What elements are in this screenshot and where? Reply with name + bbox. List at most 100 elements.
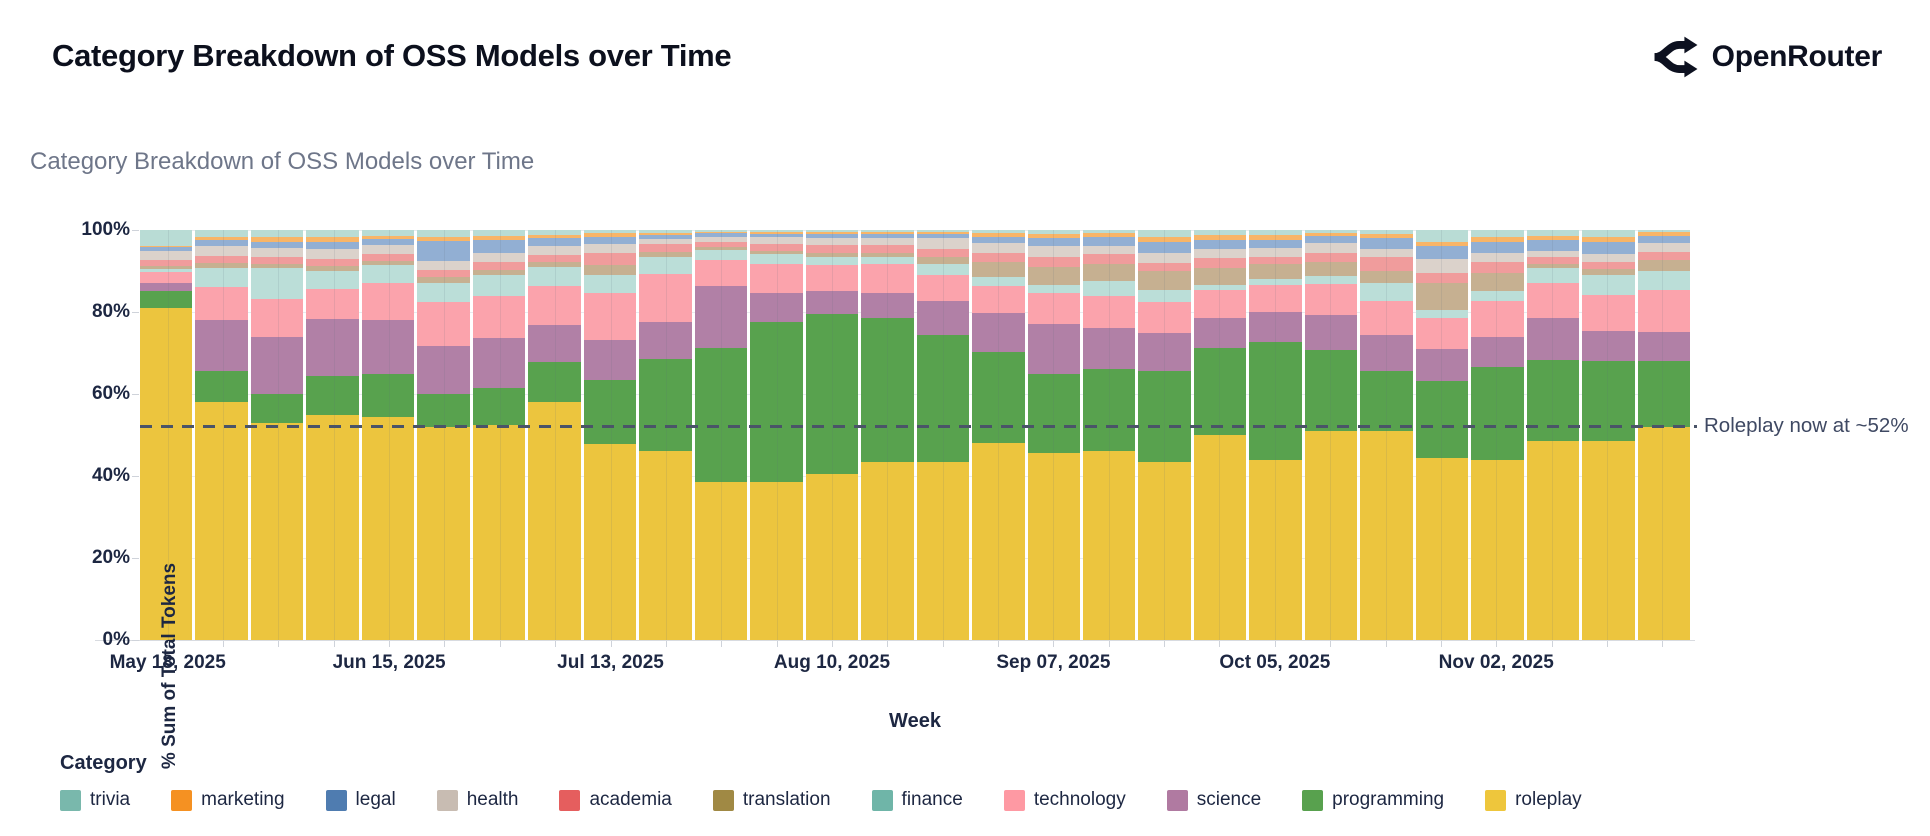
bar-segment-science[interactable] [861, 293, 914, 319]
bar-segment-translation[interactable] [1027, 267, 1080, 285]
bar-segment-health[interactable] [472, 252, 526, 263]
bar-segment-trivia[interactable] [1471, 230, 1524, 238]
bar-segment-technology[interactable] [472, 295, 526, 339]
bar-segment-health[interactable] [195, 245, 248, 256]
bar-segment-legal[interactable] [1138, 241, 1191, 254]
bar-segment-marketing[interactable] [583, 233, 637, 237]
bar-segment-roleplay[interactable] [583, 444, 637, 640]
bar-segment-legal[interactable] [1526, 239, 1580, 252]
bar-segment-roleplay[interactable] [1582, 441, 1635, 640]
bar-segment-science[interactable] [250, 337, 304, 395]
bar-segment-trivia[interactable] [1304, 230, 1358, 233]
bar-week-aug-10-2025[interactable] [805, 230, 859, 640]
bar-week-jul-13-2025[interactable] [583, 230, 637, 640]
bar-segment-finance[interactable] [472, 275, 526, 296]
bar-segment-legal[interactable] [1249, 239, 1302, 248]
bar-segment-technology[interactable] [1526, 283, 1580, 319]
bar-segment-finance[interactable] [1193, 284, 1247, 290]
bar-segment-roleplay[interactable] [417, 426, 470, 640]
bar-segment-programming[interactable] [1471, 366, 1524, 460]
bar-segment-translation[interactable] [140, 266, 193, 269]
bar-segment-marketing[interactable] [1582, 237, 1635, 242]
bar-segment-trivia[interactable] [583, 230, 637, 234]
bar-segment-translation[interactable] [972, 262, 1025, 277]
bar-segment-trivia[interactable] [694, 230, 748, 232]
bar-segment-technology[interactable] [250, 298, 304, 338]
bar-segment-technology[interactable] [750, 264, 803, 294]
legend-item-health[interactable]: health [436, 789, 518, 811]
bar-segment-finance[interactable] [195, 267, 248, 287]
bar-segment-marketing[interactable] [417, 237, 470, 242]
bar-week-jul-27-2025[interactable] [694, 230, 748, 640]
bar-segment-health[interactable] [528, 245, 581, 256]
bar-segment-finance[interactable] [861, 256, 914, 265]
bar-segment-programming[interactable] [750, 321, 803, 483]
bar-week-jun-08-2025[interactable] [306, 230, 359, 640]
bar-segment-translation[interactable] [1082, 264, 1136, 281]
bar-segment-academia[interactable] [861, 245, 914, 253]
bar-segment-science[interactable] [1082, 328, 1136, 369]
bar-segment-roleplay[interactable] [972, 443, 1025, 640]
bar-segment-legal[interactable] [140, 247, 193, 251]
bar-segment-marketing[interactable] [250, 237, 304, 242]
bar-segment-health[interactable] [1249, 247, 1302, 257]
bar-segment-science[interactable] [583, 339, 637, 381]
bar-segment-programming[interactable] [528, 361, 581, 403]
bar-segment-translation[interactable] [472, 269, 526, 276]
bar-segment-trivia[interactable] [306, 230, 359, 238]
bar-segment-translation[interactable] [583, 264, 637, 276]
bar-segment-marketing[interactable] [306, 237, 359, 242]
bar-segment-finance[interactable] [140, 268, 193, 272]
bar-segment-health[interactable] [1082, 245, 1136, 255]
bar-segment-technology[interactable] [306, 289, 359, 320]
bar-week-jun-15-2025[interactable] [361, 230, 415, 640]
bar-segment-academia[interactable] [1082, 254, 1136, 265]
bar-segment-programming[interactable] [1193, 347, 1247, 435]
legend-item-programming[interactable]: programming [1302, 789, 1444, 811]
bar-segment-finance[interactable] [361, 264, 415, 283]
bar-segment-trivia[interactable] [805, 230, 859, 233]
bar-segment-academia[interactable] [417, 269, 470, 278]
bar-segment-marketing[interactable] [805, 232, 859, 235]
bar-segment-translation[interactable] [1471, 272, 1524, 292]
bar-week-aug-31-2025[interactable] [972, 230, 1025, 640]
bar-segment-academia[interactable] [1138, 263, 1191, 272]
bar-segment-legal[interactable] [1415, 246, 1469, 259]
bar-segment-programming[interactable] [916, 334, 970, 463]
bar-segment-programming[interactable] [306, 375, 359, 415]
bar-segment-trivia[interactable] [472, 230, 526, 237]
bar-week-sep-14-2025[interactable] [1082, 230, 1136, 640]
bar-segment-programming[interactable] [694, 347, 748, 483]
bar-segment-roleplay[interactable] [1304, 430, 1358, 640]
bar-segment-legal[interactable] [250, 241, 304, 248]
bar-segment-trivia[interactable] [1637, 230, 1691, 232]
bar-segment-legal[interactable] [972, 236, 1025, 244]
legend-item-academia[interactable]: academia [559, 789, 672, 811]
bar-week-jul-06-2025[interactable] [528, 230, 581, 640]
bar-segment-academia[interactable] [583, 253, 637, 265]
bar-segment-programming[interactable] [140, 290, 193, 308]
bar-segment-academia[interactable] [805, 245, 859, 253]
bar-segment-roleplay[interactable] [1193, 435, 1247, 640]
bar-segment-science[interactable] [750, 293, 803, 322]
bar-segment-legal[interactable] [472, 240, 526, 253]
bar-segment-marketing[interactable] [694, 231, 748, 234]
bar-segment-translation[interactable] [250, 264, 304, 269]
bar-segment-finance[interactable] [1138, 289, 1191, 302]
bar-segment-health[interactable] [916, 237, 970, 249]
bar-segment-translation[interactable] [805, 252, 859, 257]
bar-segment-technology[interactable] [1471, 300, 1524, 338]
bar-segment-legal[interactable] [528, 238, 581, 246]
bar-segment-translation[interactable] [1415, 283, 1469, 310]
bar-segment-health[interactable] [361, 244, 415, 254]
bar-segment-programming[interactable] [250, 394, 304, 423]
bar-segment-science[interactable] [1138, 333, 1191, 372]
bar-week-nov-16-2025[interactable] [1582, 230, 1635, 640]
bar-segment-translation[interactable] [1360, 271, 1413, 284]
bar-week-aug-03-2025[interactable] [750, 230, 803, 640]
bar-segment-legal[interactable] [306, 241, 359, 249]
bar-segment-health[interactable] [750, 237, 803, 244]
bar-segment-marketing[interactable] [1193, 234, 1247, 240]
bar-segment-programming[interactable] [861, 318, 914, 462]
bar-segment-legal[interactable] [1304, 235, 1358, 244]
